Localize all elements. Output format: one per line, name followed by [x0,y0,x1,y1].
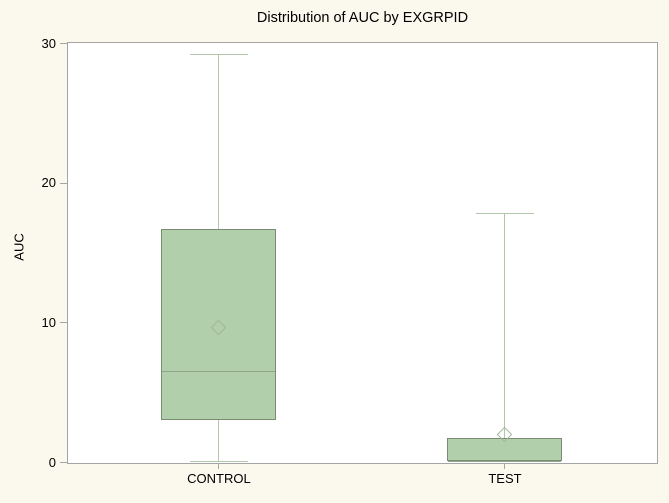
iqr-box [161,228,277,421]
plot-area [67,42,658,464]
iqr-box [447,438,563,461]
whisker-cap-top [475,213,534,215]
median-line [448,460,562,462]
y-tick-label: 10 [41,314,56,330]
x-axis-tick [218,464,220,469]
whisker-line [504,213,506,461]
y-axis-title: AUC [11,233,27,261]
y-axis-tick [60,462,67,463]
whisker-cap-top [189,54,248,56]
median-line [162,371,276,373]
y-tick-label: 30 [41,35,56,51]
x-tick-label: CONTROL [187,471,251,486]
chart-title: Distribution of AUC by EXGRPID [256,10,469,26]
y-axis-tick [60,322,67,324]
x-tick-label: TEST [488,471,522,486]
y-axis-tick [60,182,67,184]
y-tick-label: 0 [48,454,56,470]
y-axis-tick [60,43,67,44]
x-axis-tick [504,464,506,469]
y-tick-label: 20 [41,175,56,191]
whisker-cap-bottom [189,460,248,462]
